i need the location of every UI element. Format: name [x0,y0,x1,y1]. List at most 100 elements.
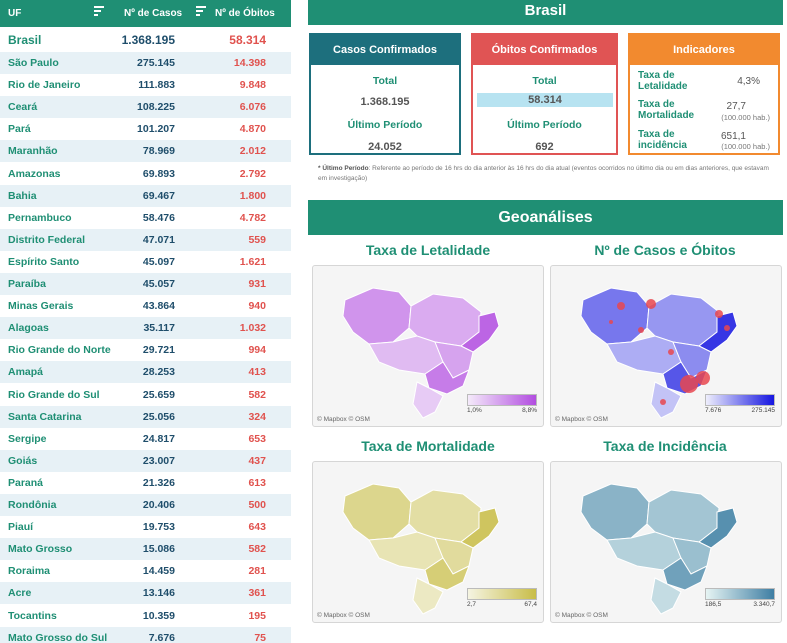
table-row[interactable]: Rio Grande do Norte 29.721 994 [0,339,291,362]
brazil-map-svg[interactable] [551,266,782,427]
cell-uf: Roraima [8,565,51,578]
cell-deaths: 2.012 [239,145,266,158]
cell-cases: 24.817 [142,432,175,445]
table-row[interactable]: São Paulo 275.145 14.398 [0,52,291,74]
map-region-north-west[interactable] [580,483,650,541]
filter-icon[interactable] [94,6,104,18]
table-row[interactable]: Pará 101.207 4.870 [0,118,291,141]
obitos-total-value: 58.314 [477,93,613,107]
map-bubble[interactable] [660,399,666,405]
map-bubble[interactable] [638,327,644,333]
cell-uf: São Paulo [8,57,59,69]
cell-uf: Maranhão [8,145,58,158]
map-bubble[interactable] [680,375,698,393]
map-bubble[interactable] [724,325,730,331]
cell-deaths: 643 [248,521,266,534]
header-uf[interactable]: UF [8,8,22,19]
map-bubble[interactable] [609,320,613,324]
map-region-south-east[interactable] [662,557,708,591]
map-attribution[interactable]: © Mapbox © OSM [317,612,370,619]
legend-max: 275.145 [751,407,776,414]
map-region-south[interactable] [412,381,444,419]
table-row[interactable]: Rio de Janeiro 111.883 9.848 [0,74,291,97]
map-letalidade[interactable]: 1,0% 8,8% © Mapbox © OSM [312,265,544,427]
table-row[interactable]: Mato Grosso 15.086 582 [0,538,291,561]
map-incidencia[interactable]: 186,5 3.340,7 © Mapbox © OSM [550,461,782,623]
cell-deaths: 4.782 [239,211,266,224]
map-region-south-east[interactable] [424,361,470,395]
brazil-map-svg[interactable] [551,462,782,623]
table-row[interactable]: Rondônia 20.406 500 [0,494,291,516]
table-row[interactable]: Paraná 21.326 613 [0,471,291,494]
map-bubble[interactable] [715,310,723,318]
cell-deaths: 9.848 [239,79,266,92]
cell-deaths: 324 [248,410,266,423]
table-row[interactable]: Amapá 28.253 413 [0,361,291,384]
legend-min: 2,7 [467,601,477,608]
map-region-east-coast[interactable] [460,507,500,549]
incidencia-label-1: Taxa de [638,129,675,140]
table-row[interactable]: Pernambuco 58.476 4.782 [0,206,291,229]
table-row[interactable]: Bahia 69.467 1.800 [0,184,291,207]
table-row[interactable]: Alagoas 35.117 1.032 [0,317,291,340]
table-row[interactable]: Minas Gerais 43.864 940 [0,295,291,318]
map-region-south[interactable] [412,577,444,615]
map-bubble[interactable] [646,299,656,309]
map-casos-obitos[interactable]: 7.676 275.145 © Mapbox © OSM [550,265,782,427]
table-row[interactable]: Piauí 19.753 643 [0,516,291,539]
legend-bar [705,588,775,600]
table-row[interactable]: Mato Grosso do Sul 7.676 75 [0,626,291,643]
table-row[interactable]: Acre 13.146 361 [0,582,291,605]
map-mortalidade[interactable]: 2,7 67,4 © Mapbox © OSM [312,461,544,623]
obitos-period-label: Último Período [507,119,582,131]
table-row[interactable]: Distrito Federal 47.071 559 [0,228,291,251]
map-bubble[interactable] [617,302,625,310]
table-row[interactable]: Espírito Santo 45.097 1.621 [0,250,291,273]
header-deaths[interactable]: Nº de Óbitos [215,8,275,19]
cell-deaths: 994 [248,344,266,357]
map-region-east-coast[interactable] [698,311,738,353]
map-region-north-west[interactable] [342,287,412,345]
map-bubble[interactable] [668,349,674,355]
table-row[interactable]: Goiás 23.007 437 [0,449,291,472]
map-region-south-east[interactable] [424,557,470,591]
map-attribution[interactable]: © Mapbox © OSM [555,612,608,619]
cell-uf: Mato Grosso [8,543,73,556]
table-row[interactable]: Rio Grande do Sul 25.659 582 [0,383,291,406]
map-bubble[interactable] [696,371,710,385]
map-region-north-west[interactable] [342,483,412,541]
cell-deaths: 2.792 [239,167,266,180]
map-region-south[interactable] [650,577,682,615]
incidencia-unit: (100.000 hab.) [721,142,770,151]
table-row[interactable]: Maranhão 78.969 2.012 [0,140,291,163]
cell-deaths: 582 [248,543,266,556]
map-region-east-coast[interactable] [698,507,738,549]
map-attribution[interactable]: © Mapbox © OSM [317,416,370,423]
filter-icon[interactable] [196,6,206,18]
map-title-incidencia: Taxa de Incidência [603,438,727,454]
brasil-banner: Brasil [308,0,783,25]
cell-uf: Brasil [8,33,42,47]
table-row[interactable]: Tocantins 10.359 195 [0,604,291,627]
mortalidade-value: 27,7 [726,101,746,112]
map-region-east-coast[interactable] [460,311,500,353]
cell-cases: 275.145 [137,57,175,69]
cell-cases: 25.056 [142,410,175,423]
map-region-north-west[interactable] [580,287,650,345]
cell-deaths: 413 [248,366,266,379]
map-region-south[interactable] [650,381,682,419]
header-cases[interactable]: Nº de Casos [124,8,183,19]
cell-uf: Paraná [8,476,44,489]
map-attribution[interactable]: © Mapbox © OSM [555,416,608,423]
table-row[interactable]: Santa Catarina 25.056 324 [0,405,291,428]
table-row[interactable]: Paraíba 45.057 931 [0,273,291,295]
brazil-map-svg[interactable] [313,462,544,623]
table-row[interactable]: Amazonas 69.893 2.792 [0,162,291,185]
table-row-total[interactable]: Brasil 1.368.195 58.314 [0,27,291,52]
table-row[interactable]: Ceará 108.225 6.076 [0,96,291,119]
brazil-map-svg[interactable] [313,266,544,427]
table-row[interactable]: Roraima 14.459 281 [0,560,291,583]
legend-min: 186,5 [705,601,722,608]
legend-casos: 7.676 275.145 [705,394,775,414]
table-row[interactable]: Sergipe 24.817 653 [0,427,291,450]
